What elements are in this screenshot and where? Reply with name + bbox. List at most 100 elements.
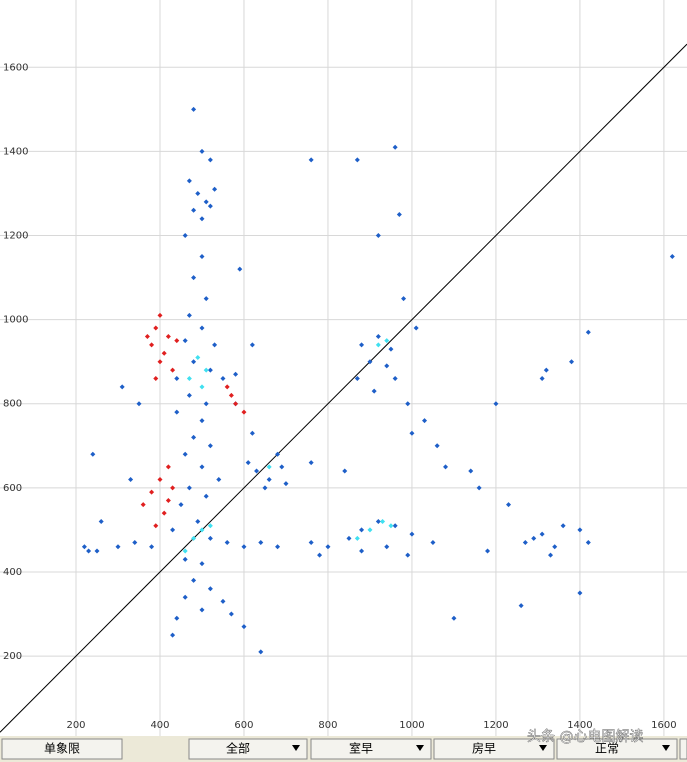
point (207, 535, 213, 541)
dropdown[interactable] (310, 738, 432, 760)
point (199, 325, 205, 331)
point (266, 476, 272, 482)
point (354, 535, 360, 541)
point (174, 409, 180, 415)
grid: 200 400 600 800 1000 1200 1400 1600 200 400 600 800… (0, 0, 687, 736)
point (191, 275, 197, 281)
dropdown[interactable] (433, 738, 555, 760)
point (308, 540, 314, 546)
point (170, 367, 176, 373)
dropdown-label[interactable]: 正常 (595, 742, 619, 756)
dropdown-normal[interactable]: 正常 (556, 738, 678, 760)
x-tick-label: 400 (150, 720, 169, 731)
point (149, 342, 155, 348)
point (182, 233, 188, 239)
dropdown-arrow[interactable] (662, 745, 670, 751)
point (203, 199, 209, 205)
point (157, 476, 163, 482)
point (359, 342, 365, 348)
point (186, 376, 192, 382)
point (216, 476, 222, 482)
button[interactable] (1, 738, 123, 760)
point (199, 254, 205, 260)
point (585, 540, 591, 546)
point (128, 476, 134, 482)
point (191, 359, 197, 365)
point (367, 527, 373, 533)
dropdown[interactable] (188, 738, 308, 760)
dropdown-pvc[interactable]: 室早 (310, 738, 432, 760)
point (228, 611, 234, 617)
point (186, 485, 192, 491)
point (388, 346, 394, 352)
point (539, 376, 545, 382)
point (371, 388, 377, 394)
point (392, 144, 398, 150)
point (585, 329, 591, 335)
point (476, 485, 482, 491)
point (161, 510, 167, 516)
dropdown[interactable] (556, 738, 678, 760)
point (224, 384, 230, 390)
point (182, 594, 188, 600)
point (249, 342, 255, 348)
point (279, 464, 285, 470)
point (237, 266, 243, 272)
point (199, 418, 205, 424)
point (233, 401, 239, 407)
button-single-quadrant[interactable]: 单象限 (1, 738, 123, 760)
point (178, 502, 184, 508)
point (669, 254, 675, 260)
point (367, 359, 373, 365)
point (170, 632, 176, 638)
point (136, 401, 142, 407)
point (195, 354, 201, 360)
y-tick-label: 1400 (3, 146, 28, 157)
point (342, 468, 348, 474)
point (392, 376, 398, 382)
dropdown-pac[interactable]: 房早 (433, 738, 555, 760)
point (191, 535, 197, 541)
point (203, 296, 209, 302)
y-tick-label: 800 (3, 399, 22, 410)
point (174, 338, 180, 344)
point (443, 464, 449, 470)
point (157, 359, 163, 365)
y-tick-label: 400 (3, 567, 22, 578)
point (354, 157, 360, 163)
dropdown-all[interactable]: 全部 (188, 738, 308, 760)
point (518, 603, 524, 609)
point (308, 460, 314, 466)
button-label[interactable]: 单象限 (44, 742, 80, 756)
point (207, 523, 213, 529)
point (186, 178, 192, 184)
point (552, 544, 558, 550)
dropdown-label[interactable]: 室早 (349, 741, 373, 756)
button-partial[interactable] (679, 738, 687, 760)
point (224, 540, 230, 546)
point (375, 233, 381, 239)
point (182, 451, 188, 457)
point (182, 338, 188, 344)
point (262, 485, 268, 491)
point (308, 157, 314, 163)
point (119, 384, 125, 390)
point (207, 586, 213, 592)
dropdown-arrow[interactable] (292, 745, 300, 751)
point (384, 363, 390, 369)
point (94, 548, 100, 554)
point (207, 157, 213, 163)
x-tick-label: 200 (66, 720, 85, 731)
point (539, 531, 545, 537)
point (207, 203, 213, 209)
point (174, 615, 180, 621)
point (90, 451, 96, 457)
y-tick-label: 1600 (3, 62, 28, 73)
point (165, 333, 171, 339)
dropdown-arrow[interactable] (416, 745, 424, 751)
dropdown-label[interactable]: 房早 (472, 741, 496, 756)
dropdown-label[interactable]: 全部 (226, 741, 250, 756)
point (207, 443, 213, 449)
dropdown-arrow[interactable] (539, 745, 547, 751)
point (149, 489, 155, 495)
